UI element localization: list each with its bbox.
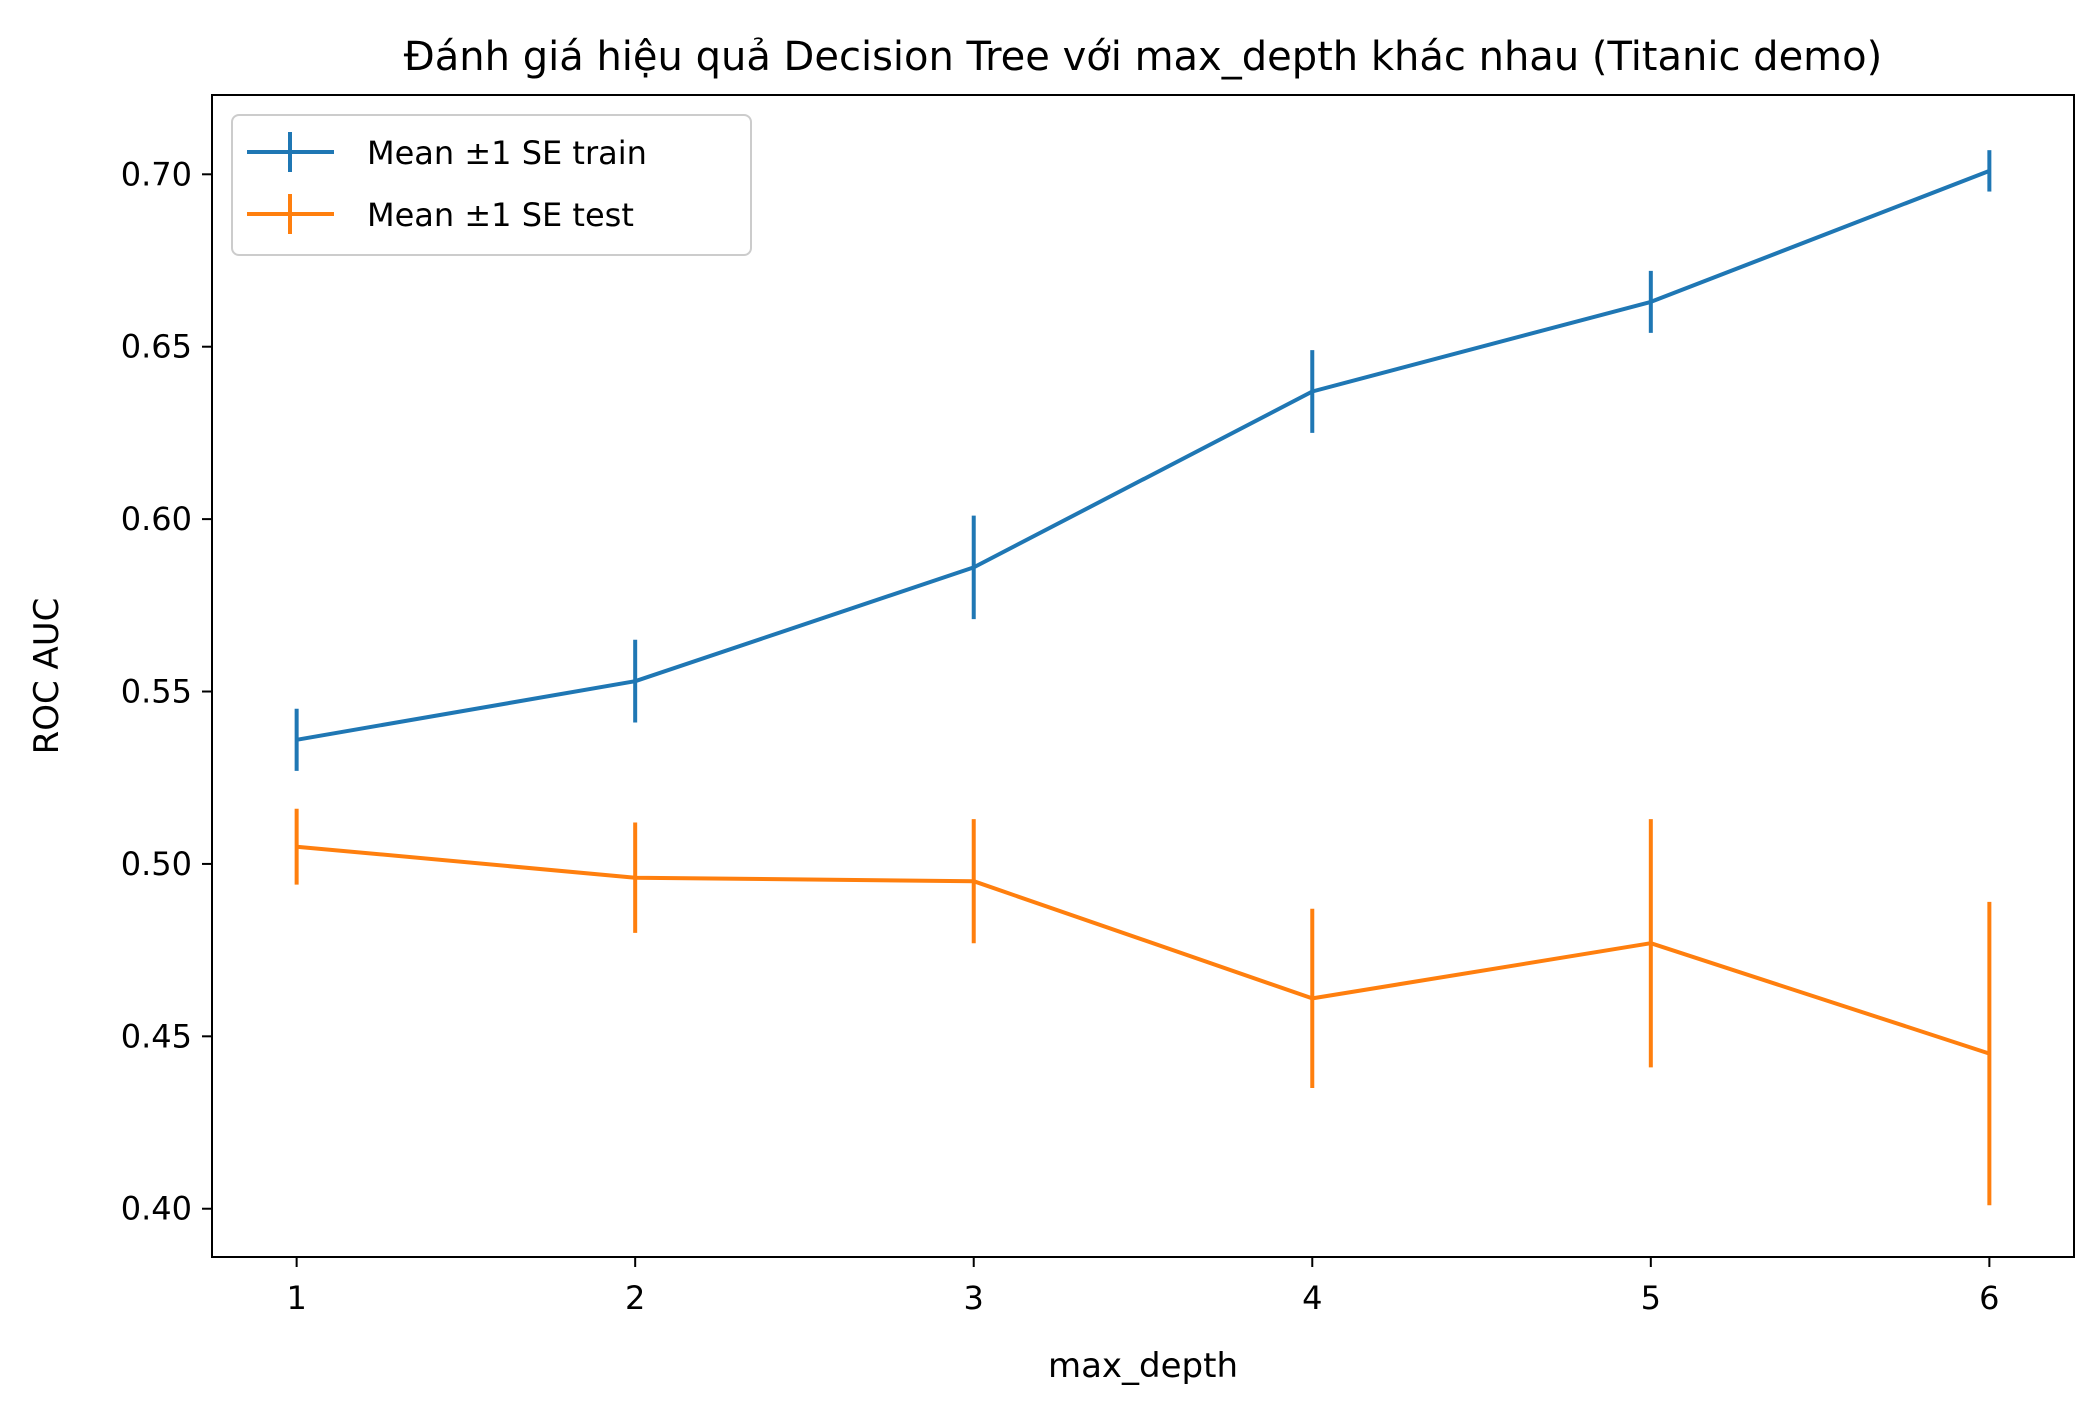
y-tick-label: 0.65	[121, 328, 192, 366]
y-tick-label: 0.70	[121, 155, 192, 193]
y-tick-label: 0.55	[121, 673, 192, 711]
x-tick-label: 3	[964, 1279, 984, 1317]
y-tick-label: 0.60	[121, 500, 192, 538]
x-axis-ticks: 1 2 3 4 5 6	[286, 1257, 2000, 1317]
y-tick-label: 0.50	[121, 845, 192, 883]
y-tick-label: 0.45	[121, 1017, 192, 1055]
series-line-train	[296, 169, 1991, 742]
x-tick-label: 1	[286, 1279, 306, 1317]
x-tick-label: 4	[1302, 1279, 1322, 1317]
legend-label-train: Mean ±1 SE train	[367, 134, 647, 172]
legend-box	[231, 114, 752, 256]
x-tick-label: 2	[625, 1279, 645, 1317]
legend: Mean ±1 SE train Mean ±1 SE test	[231, 114, 752, 256]
legend-entry-test: Mean ±1 SE test	[247, 194, 634, 234]
chart-title: Đánh giá hiệu quả Decision Tree với max_…	[404, 34, 1882, 80]
y-tick-label: 0.40	[121, 1190, 192, 1228]
axes-frame	[211, 94, 2075, 1258]
legend-label-test: Mean ±1 SE test	[367, 196, 634, 234]
series-layer	[294, 150, 1992, 1206]
y-axis-label: ROC AUC	[27, 598, 67, 755]
plot-area	[211, 94, 2075, 1258]
series-line-test	[296, 844, 1991, 1056]
y-axis-ticks: 0.40 0.45 0.50 0.55 0.60 0.65 0.70	[121, 155, 212, 1228]
legend-entry-train: Mean ±1 SE train	[247, 132, 647, 172]
x-tick-label: 5	[1641, 1279, 1661, 1317]
x-tick-label: 6	[1979, 1279, 1999, 1317]
x-axis-label: max_depth	[1048, 1346, 1238, 1386]
